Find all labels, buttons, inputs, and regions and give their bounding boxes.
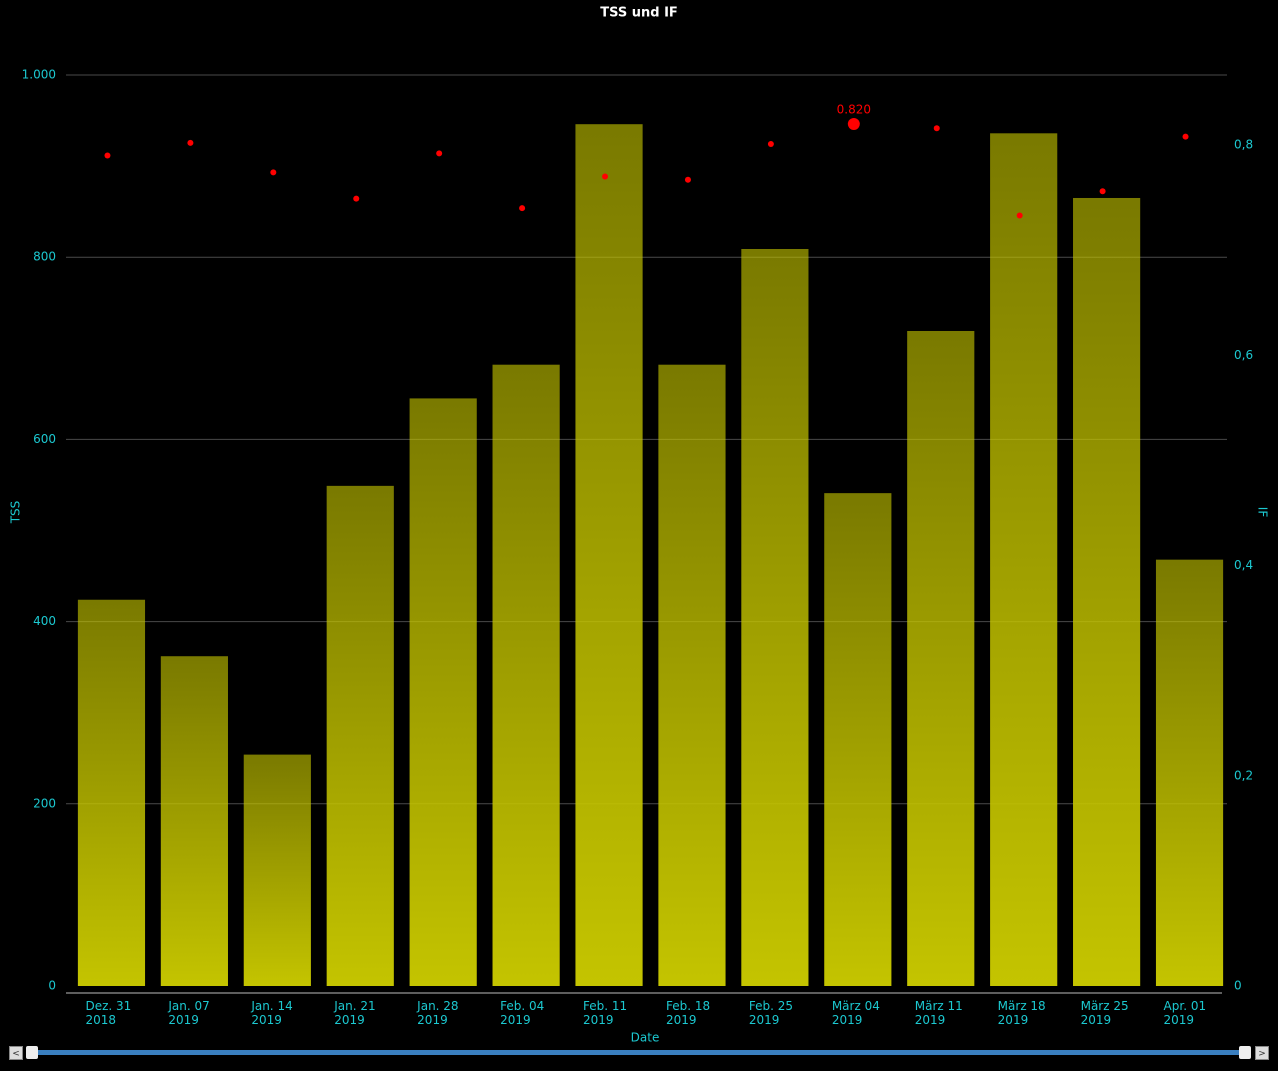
- scroll-left[interactable]: <: [9, 1046, 23, 1060]
- bar: [575, 124, 643, 987]
- point: [847, 117, 860, 130]
- point: [104, 152, 111, 159]
- x-tick-label: Feb. 11 2019: [583, 999, 628, 1027]
- y-axis-title: TSS: [9, 501, 23, 525]
- x-tick-label: Feb. 18 2019: [665, 999, 711, 1027]
- point: [1016, 212, 1023, 219]
- x-tick-label: Feb. 04 2019: [500, 999, 545, 1027]
- bar: [990, 133, 1058, 986]
- point: [1099, 188, 1106, 195]
- bar: [409, 398, 477, 986]
- bar: [243, 754, 311, 986]
- chart-title: TSS und IF: [600, 6, 678, 21]
- bar: [658, 364, 726, 986]
- x-tick-label: Jan. 14 2019: [251, 999, 293, 1027]
- y2-tick-label: 0,4: [1234, 558, 1253, 572]
- x-tick-label: Jan. 21 2019: [334, 999, 376, 1027]
- bar: [326, 485, 394, 986]
- bar: [907, 330, 975, 987]
- bar: [1155, 559, 1224, 986]
- point: [933, 125, 940, 132]
- x-tick-label: Feb. 25 2019: [748, 999, 794, 1027]
- y2-tick-label: 0,8: [1234, 138, 1253, 152]
- x-tick-label: März 04 2019: [831, 999, 880, 1027]
- x-tick-label: März 25 2019: [1080, 999, 1129, 1027]
- y-tick-label: 400: [33, 614, 56, 628]
- y-tick-label: 1.000: [22, 68, 56, 82]
- y-tick-label: 0: [48, 979, 56, 993]
- point: [436, 150, 443, 157]
- point: [1182, 133, 1189, 140]
- y2-axis-title: IF: [1256, 507, 1270, 518]
- y2-tick-label: 0: [1234, 979, 1242, 993]
- y2-tick-label: 0,6: [1234, 348, 1253, 362]
- y-tick-label: 200: [33, 796, 56, 810]
- x-tick-label: Apr. 01 2019: [1163, 999, 1207, 1027]
- bar: [160, 656, 228, 986]
- x-tick-label: Jan. 28 2019: [417, 999, 459, 1027]
- y-tick-label: 800: [33, 250, 56, 264]
- y-tick-label: 600: [33, 432, 56, 446]
- scrollbar[interactable]: [34, 1050, 1244, 1055]
- point: [353, 195, 360, 202]
- x-tick-label: März 18 2019: [997, 999, 1046, 1027]
- y2-tick-label: 0,2: [1234, 768, 1253, 782]
- point: [187, 139, 194, 146]
- scroll-right[interactable]: >: [1255, 1046, 1269, 1060]
- bar: [492, 364, 560, 986]
- bar: [1073, 197, 1141, 987]
- x-tick-label: März 11 2019: [914, 999, 963, 1027]
- point: [684, 176, 691, 183]
- x-tick-label: Jan. 07 2019: [168, 999, 210, 1027]
- scroll-handle[interactable]: [1239, 1046, 1251, 1059]
- scroll-handle[interactable]: [26, 1046, 38, 1059]
- point: [767, 140, 774, 147]
- x-tick-label: Dez. 31 2018: [85, 999, 132, 1027]
- data-label: 0.820: [837, 102, 871, 116]
- bar: [741, 249, 809, 987]
- bar: [77, 599, 146, 986]
- x-axis-title: Date: [631, 1031, 660, 1045]
- bar: [824, 493, 892, 986]
- point: [519, 205, 526, 212]
- point: [270, 169, 277, 176]
- point: [602, 173, 609, 180]
